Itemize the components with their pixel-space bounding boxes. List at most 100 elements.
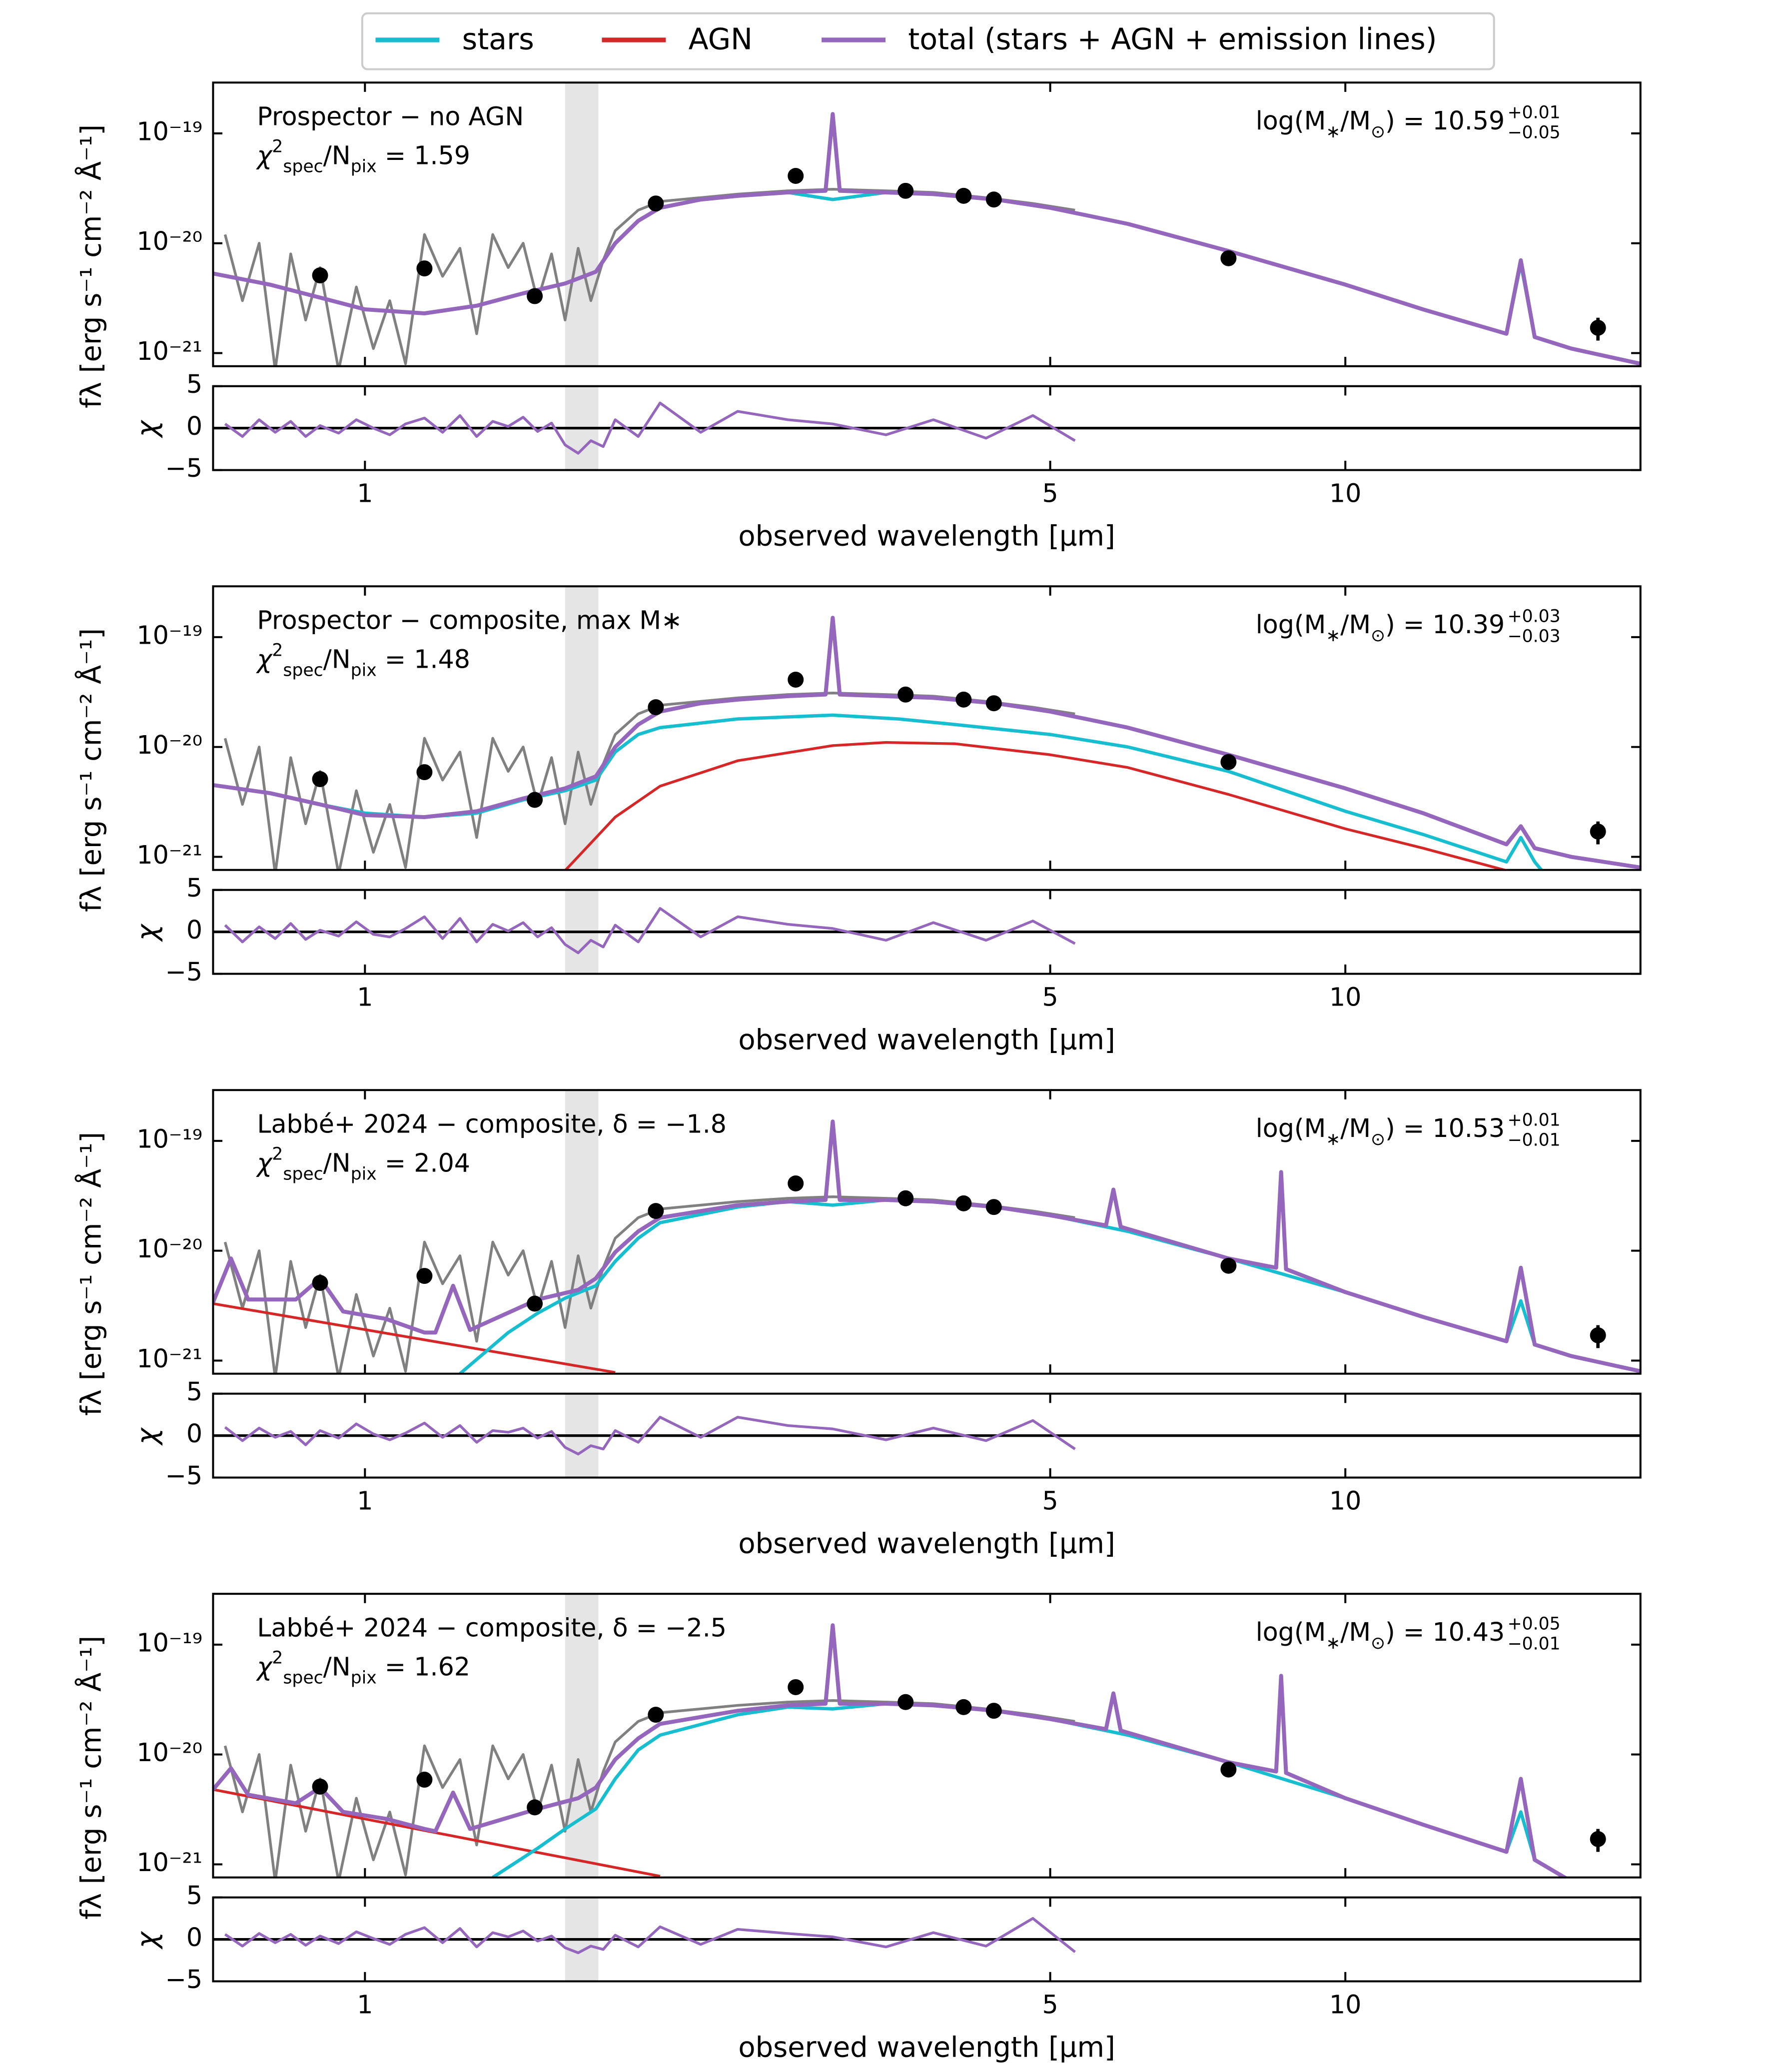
annotation-part: pix: [351, 1164, 377, 1184]
y-axis-label: fλ [erg s⁻¹ cm⁻² Å⁻¹]: [75, 124, 108, 408]
annotation-part: 2: [272, 1144, 283, 1164]
x-tick-label: 1: [357, 479, 373, 508]
photometry-point: [955, 1195, 972, 1211]
annotation-part: χ: [255, 1148, 273, 1177]
annotation-part: ∗: [1326, 1633, 1340, 1653]
annotation-part: ⊙: [1371, 122, 1385, 142]
annotation: log(M∗/M⊙) = 10.43: [1256, 1617, 1505, 1654]
y-axis-label: fλ [erg s⁻¹ cm⁻² Å⁻¹]: [75, 1132, 108, 1416]
photometry-point: [897, 182, 914, 199]
spectrum-line: [223, 1699, 1075, 1878]
annotation-part: 10.53: [1432, 1113, 1505, 1143]
photometry-point: [648, 1707, 664, 1723]
annotation: log(M∗/M⊙) = 10.39: [1256, 610, 1505, 646]
stars-line: [492, 1702, 1568, 1878]
panel-label: Prospector − no AGN: [257, 102, 524, 131]
y-axis-label: fλ [erg s⁻¹ cm⁻² Å⁻¹]: [75, 628, 108, 912]
residual-line: [224, 1416, 1076, 1456]
y-tick-label: 10⁻²⁰: [136, 1234, 202, 1263]
annotation-part: 1.62: [414, 1652, 470, 1681]
photometry-point: [897, 686, 914, 703]
photometry-point: [985, 191, 1002, 208]
y-tick-label: 10⁻¹⁹: [136, 620, 202, 650]
annotation-part: =: [377, 1652, 414, 1681]
photometry-point: [527, 792, 543, 808]
photometry-point: [1590, 1327, 1606, 1343]
y-tick-label: 5: [186, 1377, 202, 1406]
mass-error-lower: −0.01: [1508, 1634, 1561, 1654]
agn-line: [564, 741, 1507, 870]
x-tick-label: 1: [357, 1990, 373, 2020]
annotation-part: ⊙: [1371, 1129, 1385, 1149]
photometry-point: [985, 1199, 1002, 1215]
agn-line: [213, 1302, 616, 1374]
photometry-point: [416, 260, 433, 277]
annotation-part: ∗: [1326, 626, 1340, 646]
legend-label: total (stars + AGN + emission lines): [908, 22, 1437, 56]
photometry-point: [312, 1274, 328, 1291]
y-tick-label: 10⁻²¹: [136, 1848, 202, 1877]
photometry-point: [1590, 823, 1606, 840]
photometry-point: [897, 1190, 914, 1206]
annotation-part: χ: [255, 140, 273, 170]
annotation-part: χ: [255, 1652, 273, 1681]
annotation: log(M∗/M⊙) = 10.59: [1256, 106, 1505, 142]
mass-error-lower: −0.03: [1508, 626, 1561, 646]
annotation-part: ⊙: [1371, 1633, 1385, 1653]
photometry-point: [788, 1175, 804, 1191]
y-tick-label: 5: [186, 1881, 202, 1910]
y-tick-label: 0: [186, 1923, 202, 1952]
annotation: χ2spec/Npix = 2.04: [255, 1144, 470, 1184]
residual-axis-label: χ: [131, 1427, 164, 1446]
annotation-part: 1.48: [414, 644, 470, 674]
annotation-part: spec: [283, 1164, 323, 1184]
panel-label: Prospector − composite, max M∗: [257, 606, 682, 635]
photometry-point: [648, 1203, 664, 1219]
y-tick-label: −5: [165, 1965, 202, 1994]
y-tick-label: 10⁻²¹: [136, 336, 202, 366]
photometry-point: [312, 771, 328, 787]
annotation-part: /N: [323, 140, 351, 170]
total-line: [213, 112, 1641, 366]
annotation-part: χ: [255, 644, 273, 674]
photometry-point: [985, 695, 1002, 712]
residual-axis-label: χ: [131, 1931, 164, 1950]
photometry-point: [788, 167, 804, 184]
photometry-point: [985, 1703, 1002, 1719]
annotation-part: log(M: [1256, 1617, 1326, 1647]
x-axis-label: observed wavelength [μm]: [738, 1528, 1115, 1560]
annotation-part: ∗: [1326, 1129, 1340, 1149]
y-tick-label: 0: [186, 411, 202, 441]
annotation-part: pix: [351, 1668, 377, 1688]
annotation-part: /M: [1340, 1113, 1371, 1143]
axes-frame: [212, 81, 1642, 367]
annotation-part: 10.43: [1432, 1617, 1505, 1647]
photometry-point: [416, 1268, 433, 1284]
x-tick-label: 1: [357, 1486, 373, 1516]
photometry-point: [1220, 1257, 1237, 1274]
mass-error-upper: +0.01: [1508, 1110, 1561, 1130]
photometry-point: [416, 1772, 433, 1788]
annotation-part: /N: [323, 644, 351, 674]
photometry-point: [1220, 250, 1237, 266]
axes-frame: [212, 585, 1642, 871]
annotation-part: /N: [323, 1148, 351, 1177]
total-line: [213, 616, 1641, 870]
annotation-part: /M: [1340, 106, 1371, 135]
annotation-part: spec: [283, 1668, 323, 1688]
annotation-part: pix: [351, 156, 377, 176]
y-tick-label: −5: [165, 1461, 202, 1490]
photometry-point: [1590, 319, 1606, 336]
residual-axis-label: χ: [131, 420, 164, 439]
x-tick-label: 5: [1042, 1486, 1058, 1516]
photometry-point: [955, 691, 972, 708]
y-tick-label: 10⁻²¹: [136, 1344, 202, 1373]
annotation-part: log(M: [1256, 610, 1326, 639]
photometry-point: [527, 288, 543, 304]
annotation: χ2spec/Npix = 1.48: [255, 640, 470, 680]
annotation-part: =: [377, 644, 414, 674]
photometry-point: [1220, 1761, 1237, 1778]
annotation-part: ) =: [1385, 1113, 1432, 1143]
mass-error-lower: −0.01: [1508, 1130, 1561, 1150]
x-axis-label: observed wavelength [μm]: [738, 2032, 1115, 2064]
